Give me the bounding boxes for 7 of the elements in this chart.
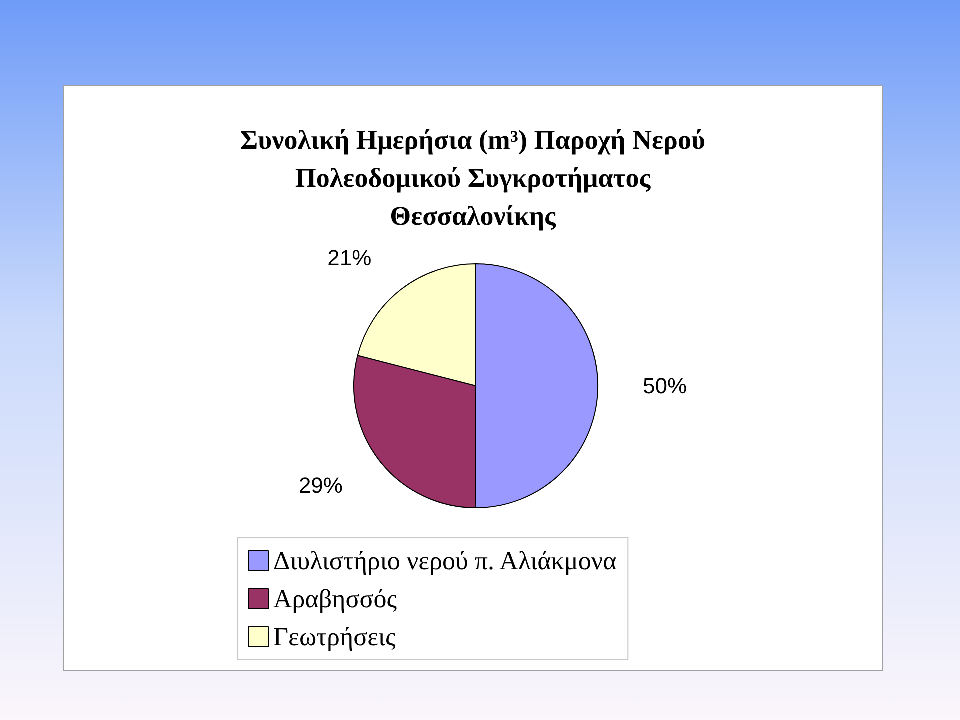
data-label: 29% (298, 472, 343, 498)
legend-label: Αραβησσός (274, 584, 398, 614)
legend-label: Διυλιστήριο νερού π. Αλιάκμονα (274, 546, 618, 576)
legend-label: Γεωτρήσεις (274, 622, 397, 652)
data-label: 21% (328, 245, 372, 270)
data-label: 50% (643, 374, 688, 398)
chart-title: Συνολική Ημερήσια (m³) Παροχή Νερού Πολεοδομικού Συγκροτήματος Θεσσαλονίκης (240, 125, 706, 231)
